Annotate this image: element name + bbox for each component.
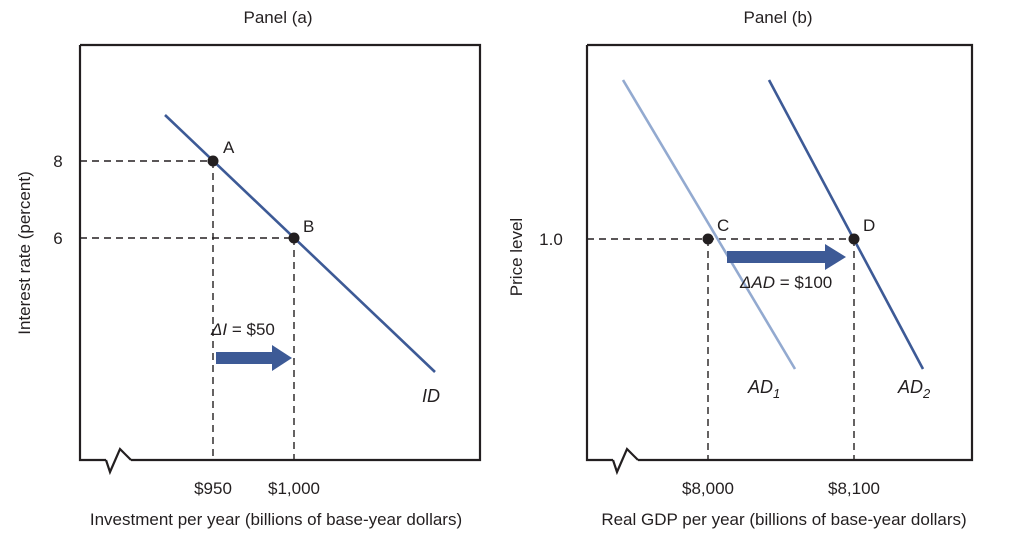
x-tick-950: $950 xyxy=(194,479,232,498)
point-a-label: A xyxy=(223,138,235,157)
panel-a-y-axis-title: Interest rate (percent) xyxy=(15,171,34,334)
point-b xyxy=(288,232,300,244)
panel-b-axis-break xyxy=(611,447,639,476)
ad1-label-main: AD xyxy=(747,377,773,397)
x-tick-8100: $8,100 xyxy=(828,479,880,498)
panel-b-frame xyxy=(585,43,974,462)
ad1-curve xyxy=(621,79,797,370)
panel-a-axis-break xyxy=(104,447,132,476)
id-label: ID xyxy=(422,386,440,406)
point-c xyxy=(702,233,714,245)
panel-b-guides xyxy=(587,238,855,460)
point-b-label: B xyxy=(303,217,314,236)
delta-i-label: ΔI = $50 xyxy=(210,320,275,339)
ad1-label: AD1 xyxy=(747,377,780,401)
panel-a-guides xyxy=(80,160,295,460)
ad1-label-sub: 1 xyxy=(773,386,780,401)
panel-a-x-axis-title: Investment per year (billions of base-ye… xyxy=(90,510,462,529)
ad2-label-sub: 2 xyxy=(922,386,931,401)
panel-b-y-axis-title: Price level xyxy=(507,218,526,296)
y-tick-8: 8 xyxy=(53,152,62,171)
point-d xyxy=(848,233,860,245)
point-a xyxy=(207,155,219,167)
y-tick-1-0: 1.0 xyxy=(539,230,563,249)
delta-i-arrow xyxy=(216,345,292,371)
delta-i-value: = $50 xyxy=(227,320,275,339)
point-d-label: D xyxy=(863,216,875,235)
y-tick-6: 6 xyxy=(53,229,62,248)
panel-b-x-axis-title: Real GDP per year (billions of base-year… xyxy=(601,510,966,529)
delta-ad-arrow xyxy=(727,244,846,270)
panel-b-title: Panel (b) xyxy=(744,8,813,27)
ad2-curve xyxy=(767,79,925,370)
panel-a-title: Panel (a) xyxy=(244,8,313,27)
x-tick-8000: $8,000 xyxy=(682,479,734,498)
panel-a-frame xyxy=(78,43,482,462)
delta-ad-symbol: ΔAD xyxy=(739,273,775,292)
panel-b: Panel (b) 1.0 $8,000 $8,100 Real GDP per… xyxy=(507,8,974,529)
panel-a: Panel (a) 8 6 $950 $1,000 Investment per… xyxy=(15,8,482,529)
x-tick-1000: $1,000 xyxy=(268,479,320,498)
point-c-label: C xyxy=(717,216,729,235)
delta-ad-value: = $100 xyxy=(775,273,832,292)
ad2-label-main: AD xyxy=(897,377,923,397)
delta-i-symbol: ΔI xyxy=(210,320,227,339)
ad2-label: AD2 xyxy=(897,377,931,401)
delta-ad-label: ΔAD = $100 xyxy=(739,273,832,292)
id-curve xyxy=(164,114,436,373)
